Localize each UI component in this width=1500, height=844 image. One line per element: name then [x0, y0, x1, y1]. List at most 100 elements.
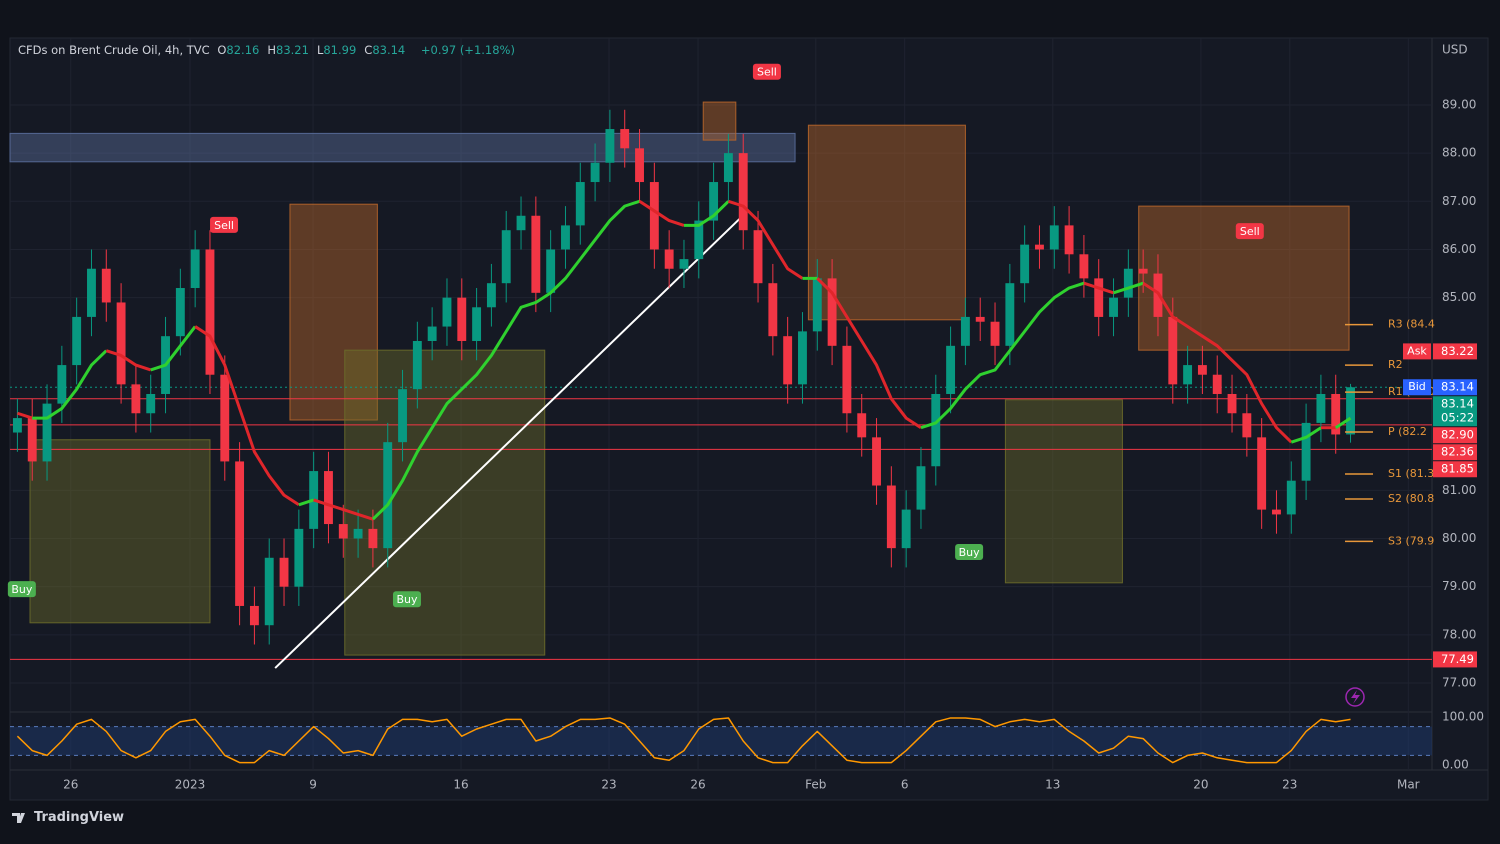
candle-body — [635, 148, 644, 183]
x-tick-label: 2023 — [175, 778, 206, 792]
zone — [1004, 399, 1123, 584]
x-tick-label: 13 — [1045, 778, 1060, 792]
candle-body — [1286, 480, 1296, 515]
candle-body — [279, 557, 289, 587]
candle-body — [131, 384, 141, 414]
candle-body — [338, 524, 348, 539]
candle-body — [175, 288, 185, 337]
price-tag-value: 77.49 — [1441, 652, 1474, 666]
ohlc-value: 82.16 — [226, 43, 260, 57]
candle-body — [872, 437, 881, 486]
candle-body — [753, 230, 763, 284]
moving-average — [816, 277, 922, 429]
y-tick-label: 81.00 — [1442, 483, 1476, 497]
candle-body — [1005, 283, 1015, 346]
oscillator-line — [16, 717, 1351, 764]
moving-average — [1083, 281, 1114, 295]
candle-body — [472, 307, 482, 342]
candle-body — [486, 283, 496, 308]
y-tick-label: 77.00 — [1442, 676, 1476, 690]
candle-body — [1257, 437, 1267, 510]
y-tick-label: 85.00 — [1442, 290, 1476, 304]
candle-body — [975, 316, 985, 322]
candle-body — [264, 557, 274, 626]
alert-icon-bolt — [1351, 690, 1360, 704]
ohlc-key: H — [267, 43, 276, 57]
price-tag-value: 82.36 — [1441, 445, 1474, 459]
ohlc-key: L — [316, 43, 324, 57]
symbol-header: CFDs on Brent Crude Oil, 4h, TVC O82.16 H… — [18, 43, 519, 57]
candle-body — [738, 153, 748, 231]
y-tick-label: 88.00 — [1442, 146, 1476, 160]
price-tag — [1433, 343, 1477, 360]
candle-body — [812, 278, 822, 332]
candle-body — [649, 182, 659, 250]
candle-body — [709, 182, 719, 221]
symbol-name: CFDs on Brent Crude Oil, 4h, TVC — [18, 43, 210, 57]
y-tick-label: 87.00 — [1442, 194, 1476, 208]
candle-body — [42, 403, 52, 462]
ohlc-value: 81.99 — [323, 43, 357, 57]
candle-body — [1079, 254, 1089, 279]
pivot-label: S2 (80.8 — [1388, 492, 1434, 505]
chart-panel — [9, 37, 1489, 801]
price-tag-kind — [1403, 379, 1431, 396]
ohlc-field: H83.21 — [267, 43, 313, 57]
candle-body — [1272, 509, 1281, 515]
price-tag-kind-label: Bid — [1408, 380, 1426, 393]
candle-body — [87, 268, 96, 317]
candle-body — [575, 182, 585, 226]
candle-body — [960, 316, 970, 346]
candle-body — [101, 268, 111, 303]
candle-body — [1331, 393, 1341, 435]
pivot-label: R3 (84.4 — [1388, 318, 1435, 331]
candle-body — [1094, 278, 1104, 317]
ohlc-value: 83.21 — [276, 43, 309, 57]
signal-badge — [7, 581, 36, 598]
candle-body — [916, 466, 926, 510]
zone — [702, 101, 737, 141]
pivot-label: P (82.2 — [1388, 425, 1427, 438]
moving-average — [105, 349, 152, 372]
ohlc-key: O — [217, 43, 227, 57]
pivot-label: S3 (79.9 — [1388, 534, 1434, 547]
candle-body — [1049, 225, 1059, 250]
alert-icon[interactable] — [1345, 687, 1365, 707]
signal-badge — [955, 543, 984, 560]
candle-body — [1109, 297, 1118, 317]
price-tag-value: 81.85 — [1441, 462, 1474, 476]
y-tick-label: 80.00 — [1442, 531, 1476, 545]
candle-body — [990, 321, 1000, 346]
price-tag-value: 82.90 — [1441, 428, 1474, 442]
candle-body — [857, 413, 867, 438]
candle-body — [1212, 374, 1222, 394]
price-tag — [1433, 427, 1477, 444]
candle-body — [501, 230, 511, 284]
brand-logo — [12, 813, 25, 823]
y-tick-label: 86.00 — [1442, 242, 1476, 256]
signal-badge — [392, 591, 421, 608]
moving-average — [1290, 426, 1322, 444]
candle-body — [620, 129, 630, 149]
candle-body — [1242, 413, 1252, 438]
x-tick-label: 20 — [1193, 778, 1208, 792]
moving-average — [32, 349, 108, 420]
candle-body — [546, 249, 556, 293]
candle-body — [768, 283, 778, 337]
signal-badge — [210, 216, 239, 233]
candle-body — [1123, 268, 1133, 298]
price-tag-countdown: 05:22 — [1441, 411, 1474, 425]
price-tag — [1433, 379, 1477, 396]
candle-body — [931, 393, 941, 467]
moving-average — [16, 411, 33, 420]
moving-average — [638, 200, 685, 227]
moving-average — [371, 199, 640, 521]
price-tag — [1433, 444, 1477, 461]
candle-body — [27, 418, 37, 462]
x-tick-label: 16 — [453, 778, 468, 792]
signal-badge — [1235, 223, 1264, 240]
ohlc-field: L81.99 — [317, 43, 360, 57]
candle-body — [1197, 365, 1207, 375]
x-tick-label: Mar — [1397, 778, 1420, 792]
